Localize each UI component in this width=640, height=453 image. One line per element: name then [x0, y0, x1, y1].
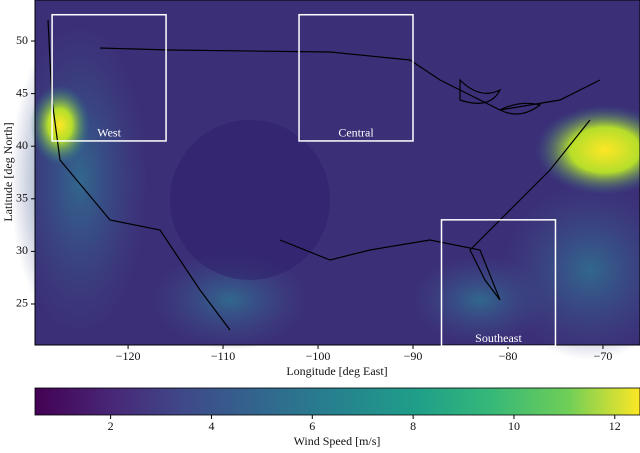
colorbar-tick-label: 12 [609, 419, 621, 433]
colorbar-label: Wind Speed [m/s] [294, 434, 381, 448]
x-tick-label: −70 [594, 349, 613, 363]
x-tick-label: −100 [306, 349, 331, 363]
x-tick-label: −120 [116, 349, 141, 363]
colorbar-tick-label: 6 [309, 419, 315, 433]
y-tick-label: 40 [16, 138, 28, 152]
y-tick-label: 30 [16, 243, 28, 257]
colorbar-tick-label: 8 [410, 419, 416, 433]
y-tick-label: 50 [16, 33, 28, 47]
colorbar-tick-label: 4 [208, 419, 214, 433]
x-tick-label: −90 [404, 349, 423, 363]
region-label: West [97, 126, 121, 140]
y-tick-label: 25 [16, 296, 28, 310]
region-box [440, 219, 557, 347]
y-tick-label: 45 [16, 85, 28, 99]
y-tick-label: 35 [16, 191, 28, 205]
x-tick-label: −110 [211, 349, 235, 363]
x-axis-label: Longitude [deg East] [286, 364, 387, 378]
colorbar-tick-label: 2 [108, 419, 114, 433]
colorbar-tick-label: 10 [508, 419, 520, 433]
map-background [10, 0, 640, 360]
region-label: Central [338, 126, 374, 140]
region-label: Southeast [475, 331, 522, 345]
region-box [298, 13, 414, 142]
region-box [51, 13, 167, 142]
x-tick-label: −80 [499, 349, 518, 363]
colorbar [34, 387, 640, 416]
y-axis-label: Latitude [deg North] [1, 122, 15, 221]
